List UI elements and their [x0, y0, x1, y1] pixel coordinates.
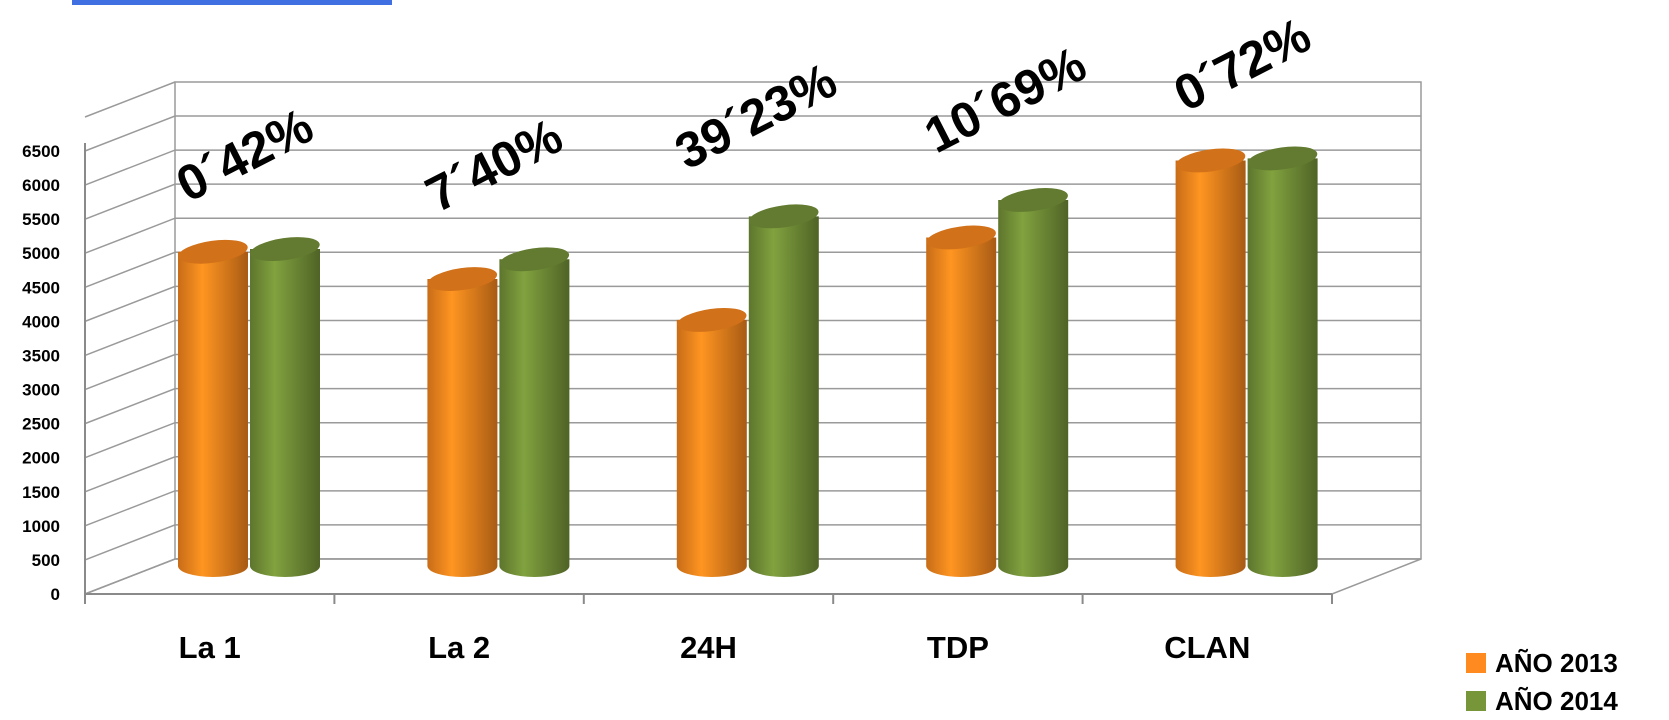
- x-tick-label: CLAN: [1164, 630, 1250, 665]
- bar-top: [1175, 148, 1246, 173]
- gridline: [84, 149, 1421, 186]
- legend: AÑO 2013 AÑO 2014: [1466, 644, 1618, 720]
- gridline: [84, 183, 1421, 220]
- legend-swatch-2013: [1466, 653, 1486, 673]
- y-tick-label: 4500: [22, 278, 60, 297]
- bar-la2-2013: [427, 279, 498, 577]
- bar-tdp-2013: [926, 237, 997, 577]
- gridline: [84, 115, 1421, 152]
- x-tick-label: 24H: [680, 630, 737, 665]
- bar-24h-2014: [748, 216, 819, 578]
- side-wall-top-edge: [84, 81, 176, 118]
- bar-clan-2014: [1247, 158, 1318, 577]
- y-tick-label: 5000: [22, 244, 60, 263]
- legend-swatch-2014: [1466, 691, 1486, 711]
- x-tick-label: La 1: [179, 630, 241, 665]
- bar-24h-2013: [676, 319, 747, 577]
- legend-label-2013: AÑO 2013: [1495, 647, 1618, 678]
- bar-top: [499, 247, 570, 272]
- y-tick-label: 500: [32, 551, 60, 570]
- bar-top: [749, 204, 819, 229]
- bar-clan-2013: [1175, 160, 1246, 577]
- y-tick-label: 6500: [22, 142, 60, 161]
- x-tick-label: TDP: [927, 630, 989, 665]
- y-tick-label: 4000: [22, 312, 60, 331]
- bar-la1-2014: [250, 249, 320, 577]
- bar-top: [427, 267, 498, 291]
- bar-top: [677, 307, 747, 332]
- bar-la1-2013: [178, 251, 248, 578]
- x-tick-label: La 2: [428, 630, 490, 665]
- y-tick-label: 2500: [22, 415, 60, 434]
- legend-item-2013: AÑO 2013: [1466, 644, 1618, 682]
- y-tick-label: 1000: [22, 517, 60, 536]
- legend-label-2014: AÑO 2014: [1495, 685, 1618, 716]
- bar-top: [178, 239, 248, 264]
- bar-top: [926, 225, 996, 250]
- y-tick-label: 2000: [22, 449, 60, 468]
- y-tick-label: 0: [51, 585, 60, 604]
- y-tick-label: 3000: [22, 381, 60, 400]
- y-tick-label: 1500: [22, 483, 60, 502]
- y-tick-label: 3500: [22, 346, 60, 365]
- y-tick-label: 5500: [22, 210, 60, 229]
- bar-tdp-2014: [998, 199, 1069, 577]
- bar-top: [1247, 146, 1318, 171]
- bar-la2-2014: [499, 259, 570, 577]
- header-accent-bar: [72, 0, 392, 5]
- bar-top: [250, 237, 320, 261]
- y-tick-label: 6000: [22, 176, 60, 195]
- bar-top: [998, 188, 1068, 212]
- legend-item-2014: AÑO 2014: [1466, 682, 1618, 720]
